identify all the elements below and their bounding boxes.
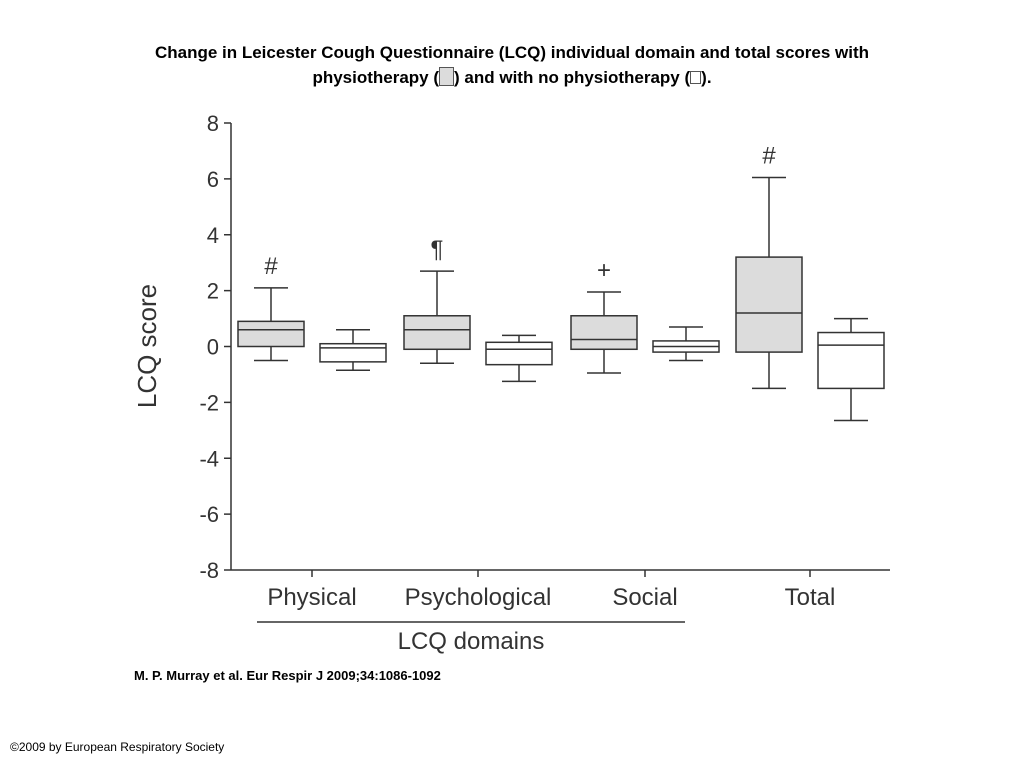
copyright: ©2009 by European Respiratory Society bbox=[10, 740, 225, 754]
box-physiotherapy-psychological bbox=[403, 270, 471, 365]
significance-marker: + bbox=[597, 257, 611, 284]
title-line-1: Change in Leicester Cough Questionnaire … bbox=[154, 43, 870, 62]
iqr-box bbox=[817, 331, 885, 390]
chart-boxes bbox=[237, 176, 885, 422]
title-line-2-part-a: physiotherapy ( bbox=[312, 68, 440, 87]
significance-marker: # bbox=[264, 253, 278, 280]
box-no-physiotherapy-social bbox=[652, 326, 720, 362]
box-physiotherapy-physical bbox=[237, 287, 305, 362]
physiotherapy-swatch-icon bbox=[439, 67, 455, 86]
iqr-box bbox=[237, 320, 305, 348]
x-category-label: Physical bbox=[267, 584, 356, 611]
title-line-2-part-c: ). bbox=[701, 68, 712, 87]
chart-axes: 8 6 4 2 0 -2 -4 -6 -8 bbox=[199, 111, 890, 623]
chart-title: Change in Leicester Cough Questionnaire … bbox=[40, 40, 984, 90]
title-line-2: physiotherapy ( ) and with no physiothera… bbox=[40, 65, 984, 90]
y-tick-label: 8 bbox=[207, 111, 219, 136]
y-tick-label: -2 bbox=[199, 390, 219, 415]
chart-labels: Physical Psychological Social Total LCQ doma… bbox=[132, 142, 835, 655]
citation: M. P. Murray et al. Eur Respir J 2009;34… bbox=[134, 668, 441, 683]
iqr-box bbox=[319, 342, 387, 363]
y-axis-title: LCQ score bbox=[132, 284, 162, 408]
x-category-label: Social bbox=[612, 584, 677, 611]
y-tick-label: 0 bbox=[207, 335, 219, 360]
box-no-physiotherapy-physical bbox=[319, 328, 387, 371]
box-no-physiotherapy-total bbox=[817, 317, 885, 422]
iqr-box bbox=[570, 315, 638, 351]
y-tick-label: -6 bbox=[199, 502, 219, 527]
significance-marker: ¶ bbox=[431, 236, 444, 263]
y-tick-label: -4 bbox=[199, 446, 219, 471]
no-physiotherapy-swatch-icon bbox=[690, 71, 702, 84]
y-tick-label: 4 bbox=[207, 223, 219, 248]
significance-marker: # bbox=[762, 142, 776, 169]
y-tick-label: -8 bbox=[199, 558, 219, 583]
title-line-2-part-b: ) and with no physiotherapy ( bbox=[454, 68, 691, 87]
x-category-label: Psychological bbox=[405, 584, 552, 611]
y-tick-label: 6 bbox=[207, 167, 219, 192]
box-no-physiotherapy-psychological bbox=[485, 334, 553, 383]
iqr-box bbox=[403, 315, 471, 351]
iqr-box bbox=[485, 341, 553, 366]
box-physiotherapy-total bbox=[735, 176, 803, 390]
iqr-box bbox=[735, 256, 803, 353]
box-physiotherapy-social bbox=[570, 291, 638, 374]
x-category-label: Total bbox=[785, 584, 836, 611]
x-axis-title: LCQ domains bbox=[398, 628, 545, 655]
y-tick-label: 2 bbox=[207, 279, 219, 304]
